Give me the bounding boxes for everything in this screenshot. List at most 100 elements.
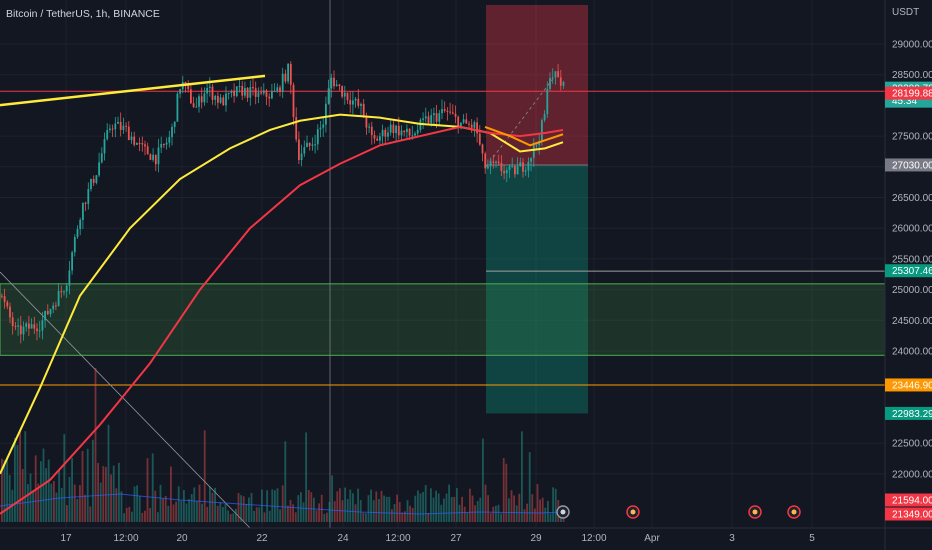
candle-body xyxy=(52,305,55,310)
candle-body xyxy=(292,84,295,118)
volume-bar xyxy=(365,513,367,522)
volume-bar xyxy=(471,495,474,522)
volume-bar xyxy=(333,501,336,522)
volume-bar xyxy=(482,438,484,522)
volume-bar xyxy=(92,439,94,522)
volume-bar xyxy=(336,491,339,522)
candle-body xyxy=(79,219,82,230)
volume-bar xyxy=(248,497,250,522)
candle-body xyxy=(44,311,46,321)
candle-body xyxy=(522,162,524,172)
candle-body xyxy=(476,122,478,134)
volume-bar xyxy=(289,499,292,522)
candle-body xyxy=(316,129,319,145)
candle-body xyxy=(449,111,451,113)
candle-body xyxy=(279,87,281,92)
volume-bar xyxy=(281,485,284,522)
candle-body xyxy=(146,146,149,155)
candle-body xyxy=(546,88,549,114)
candle-body xyxy=(503,171,505,174)
candle-body xyxy=(41,320,44,331)
candle-body xyxy=(63,291,65,293)
volume-bar xyxy=(224,503,227,522)
candles xyxy=(1,61,565,344)
price-tag xyxy=(885,264,932,278)
volume-bar xyxy=(315,510,318,522)
volume-bar xyxy=(554,488,557,522)
candle-body xyxy=(557,71,559,78)
candle-body xyxy=(195,106,198,108)
axis-unit: USDT xyxy=(892,7,919,18)
volume-bar xyxy=(344,487,346,522)
volume-bar xyxy=(40,461,42,522)
candle-body xyxy=(562,82,565,86)
candle-body xyxy=(365,117,368,128)
volume-ma-line xyxy=(0,493,564,515)
time-tick-label: 22 xyxy=(256,533,268,544)
candle-body xyxy=(241,86,244,96)
candle-body xyxy=(422,118,424,120)
volume-bar xyxy=(66,505,68,522)
candle-body xyxy=(298,139,300,161)
candle-body xyxy=(173,121,176,127)
candle-body xyxy=(381,129,384,137)
volume-bar xyxy=(323,513,326,522)
volume-bar xyxy=(539,499,541,522)
candle-body xyxy=(217,95,219,103)
candle-body xyxy=(57,291,60,307)
candle-body xyxy=(127,126,130,141)
volume-bar xyxy=(508,498,510,522)
take-profit-zone xyxy=(486,164,588,414)
candle-body xyxy=(100,153,103,163)
volume-bar xyxy=(513,495,515,522)
volume-bar xyxy=(528,452,531,522)
candle-body xyxy=(84,202,87,204)
candle-body xyxy=(125,125,127,127)
volume-bar xyxy=(110,474,112,522)
volume-bar xyxy=(6,458,8,522)
volume-bar xyxy=(45,468,47,522)
candle-body xyxy=(427,116,430,123)
candle-body xyxy=(33,324,36,329)
volume-bar xyxy=(331,475,333,522)
volume-bar xyxy=(37,483,40,522)
volume-bar xyxy=(102,466,105,522)
candle-body xyxy=(136,143,138,145)
candle-body xyxy=(184,81,187,85)
candle-body xyxy=(300,153,303,161)
volume-bar xyxy=(21,468,24,522)
candle-body xyxy=(314,144,316,146)
time-tick-label: 24 xyxy=(337,533,349,544)
volume-bar xyxy=(388,496,391,522)
candle-body xyxy=(114,123,117,130)
volume-bar xyxy=(211,492,214,522)
candle-body xyxy=(152,154,154,160)
price-tag xyxy=(885,493,932,507)
candle-body xyxy=(435,113,438,122)
candle-body xyxy=(187,84,190,90)
volume-bar xyxy=(357,488,359,522)
candle-body xyxy=(551,77,554,79)
candle-body xyxy=(157,147,160,165)
volume-bar xyxy=(159,484,162,522)
volume-bar xyxy=(3,460,6,522)
volume-bar xyxy=(375,491,378,522)
volume-bar xyxy=(27,484,29,522)
candle-body xyxy=(249,87,252,98)
candle-body xyxy=(154,154,157,165)
volume-bar xyxy=(170,466,172,522)
volume-bar xyxy=(544,507,547,522)
volume-bar xyxy=(123,513,125,522)
candle-body xyxy=(55,305,57,307)
candle-body xyxy=(268,96,271,99)
event-icon-dot xyxy=(630,509,636,515)
candle-body xyxy=(411,135,414,137)
time-tick-label: 12:00 xyxy=(113,533,138,544)
volume-bar xyxy=(24,431,27,522)
volume-bar xyxy=(521,431,523,522)
volume-bar xyxy=(201,503,203,522)
candle-body xyxy=(92,179,95,183)
candle-body xyxy=(38,330,41,332)
volume-bar xyxy=(63,434,66,522)
